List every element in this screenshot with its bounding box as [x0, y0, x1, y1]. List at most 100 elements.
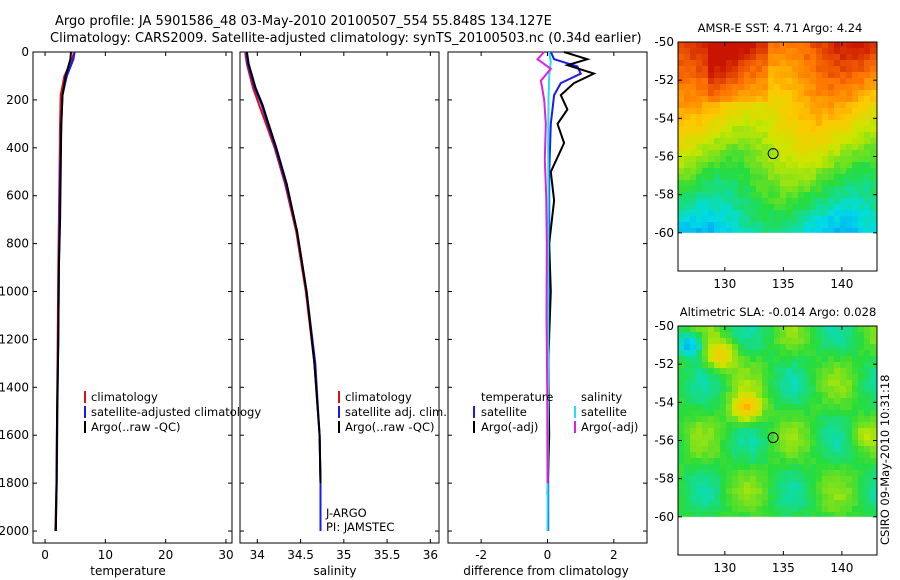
heatmap-cell: [864, 332, 870, 338]
heatmap-cell: [708, 374, 714, 380]
heatmap-cell: [678, 60, 684, 66]
heatmap-cell: [744, 368, 750, 374]
heatmap-cell: [726, 210, 732, 216]
heatmap-cell: [744, 380, 750, 386]
heatmap-cell: [690, 332, 696, 338]
heatmap-cell: [852, 392, 858, 398]
heatmap-cell: [792, 150, 798, 156]
heatmap-cell: [678, 482, 684, 488]
heatmap-cell: [816, 476, 822, 482]
heatmap-cell: [738, 482, 744, 488]
heatmap-cell: [708, 512, 714, 517]
heatmap-cell: [684, 374, 690, 380]
heatmap-cell: [792, 120, 798, 126]
heatmap-cell: [696, 356, 702, 362]
heatmap-cell: [852, 482, 858, 488]
heatmap-cell: [840, 386, 846, 392]
heatmap-cell: [720, 398, 726, 404]
heatmap-cell: [846, 204, 852, 210]
legend-clim-label: climatology: [345, 390, 412, 404]
heatmap-cell: [732, 48, 738, 54]
temperature-panel: temperature 0200400600800100012001400160…: [0, 45, 261, 578]
heatmap-cell: [774, 114, 780, 120]
heatmap-cell: [840, 434, 846, 440]
heatmap-cell: [702, 500, 708, 506]
heatmap-cell: [774, 228, 780, 233]
heatmap-cell: [864, 96, 870, 102]
heatmap-cell: [846, 368, 852, 374]
heatmap-cell: [678, 102, 684, 108]
heatmap-cell: [780, 66, 786, 72]
heatmap-cell: [720, 228, 726, 233]
heatmap-cell: [846, 126, 852, 132]
heatmap-cell: [696, 380, 702, 386]
heatmap-cell: [750, 108, 756, 114]
heatmap-cell: [822, 512, 828, 517]
heatmap-cell: [846, 174, 852, 180]
heatmap-cell: [720, 132, 726, 138]
heatmap-cell: [744, 222, 750, 228]
heatmap-cell: [756, 350, 762, 356]
heatmap-cell: [714, 368, 720, 374]
heatmap-cell: [678, 338, 684, 344]
heatmap-cell: [738, 66, 744, 72]
heatmap-cell: [768, 42, 774, 48]
heatmap-cell: [744, 114, 750, 120]
heatmap-cell: [828, 156, 834, 162]
heatmap-cell: [792, 500, 798, 506]
heatmap-cell: [756, 42, 762, 48]
heatmap-cell: [822, 458, 828, 464]
heatmap-cell: [696, 458, 702, 464]
heatmap-cell: [798, 162, 804, 168]
heatmap-cell: [822, 350, 828, 356]
heatmap-cell: [798, 338, 804, 344]
heatmap-cell: [846, 392, 852, 398]
heatmap-cell: [846, 452, 852, 458]
heatmap-cell: [762, 482, 768, 488]
heatmap-cell: [852, 84, 858, 90]
heatmap-cell: [798, 446, 804, 452]
heatmap-cell: [858, 132, 864, 138]
heatmap-cell: [732, 180, 738, 186]
heatmap-cell: [792, 192, 798, 198]
heatmap-cell: [732, 428, 738, 434]
heatmap-cell: [720, 60, 726, 66]
heatmap-cell: [864, 162, 870, 168]
heatmap-cell: [684, 126, 690, 132]
heatmap-cell: [846, 102, 852, 108]
heatmap-cell: [810, 338, 816, 344]
heatmap-cell: [804, 404, 810, 410]
heatmap-cell: [756, 506, 762, 512]
heatmap-cell: [834, 102, 840, 108]
heatmap-cell: [834, 162, 840, 168]
heatmap-cell: [762, 512, 768, 517]
heatmap-cell: [738, 392, 744, 398]
heatmap-cell: [828, 102, 834, 108]
heatmap-cell: [708, 96, 714, 102]
heatmap-cell: [852, 398, 858, 404]
heatmap-cell: [828, 126, 834, 132]
heatmap-cell: [708, 78, 714, 84]
heatmap-cell: [810, 114, 816, 120]
x-tick-label: 36: [423, 548, 438, 562]
heatmap-cell: [690, 488, 696, 494]
heatmap-cell: [864, 470, 870, 476]
heatmap-cell: [864, 180, 870, 186]
heatmap-cell: [828, 362, 834, 368]
heatmap-cell: [798, 204, 804, 210]
heatmap-cell: [726, 452, 732, 458]
heatmap-cell: [690, 150, 696, 156]
heatmap-cell: [846, 144, 852, 150]
heatmap-cell: [750, 344, 756, 350]
heatmap-cell: [684, 72, 690, 78]
heatmap-cell: [756, 410, 762, 416]
map-y-tick-label: -60: [654, 510, 674, 524]
heatmap-cell: [714, 156, 720, 162]
heatmap-cell: [810, 108, 816, 114]
heatmap-cell: [690, 222, 696, 228]
heatmap-cell: [678, 114, 684, 120]
heatmap-cell: [678, 404, 684, 410]
heatmap-cell: [834, 380, 840, 386]
heatmap-cell: [816, 168, 822, 174]
heatmap-cell: [738, 500, 744, 506]
